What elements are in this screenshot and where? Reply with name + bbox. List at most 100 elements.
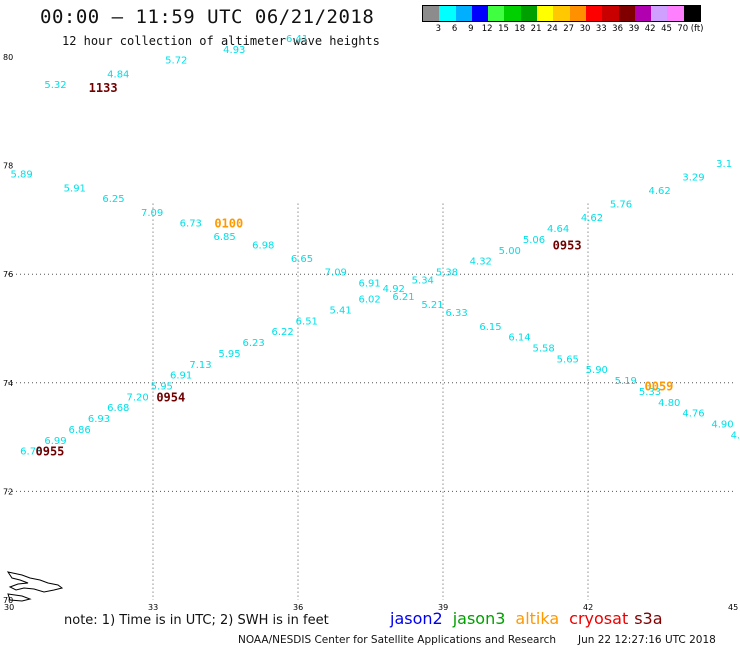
- satellite-legend-item: cryosat: [569, 609, 629, 628]
- color-scale-label: 30: [579, 24, 591, 34]
- wave-height-label: 6.25: [102, 194, 124, 205]
- pass-time-label: 0953: [553, 238, 582, 252]
- units-note: note: 1) Time is in UTC; 2) SWH is in fe…: [64, 613, 329, 628]
- wave-height-label: 4.80: [658, 398, 680, 409]
- color-scale-labels: 3 6 9 12 15 18 21 24 27 30 33 36 39 42 45 70 (ft): [422, 22, 704, 34]
- color-scale-label: 39: [628, 24, 640, 34]
- wave-height-label: 5.41: [330, 305, 352, 316]
- lat-tick-label: 74: [3, 379, 13, 388]
- wave-height-label: 4.93: [223, 45, 245, 56]
- color-scale-label: 36: [612, 24, 624, 34]
- color-scale-label: 6: [451, 24, 458, 34]
- coastline: [6, 571, 64, 602]
- wave-height-label: 6.99: [44, 436, 66, 447]
- page-title: 00:00 – 11:59 UTC 06/21/2018: [40, 6, 375, 28]
- wave-height-labels: 5.32 4.84 5.72 4.93 6.41 5.89 5.91 6.25 7.09 6.73…: [11, 34, 740, 458]
- wave-height-label: 4.32: [470, 257, 492, 268]
- color-swatch: [683, 6, 701, 21]
- color-scale-label: (ft): [690, 24, 704, 34]
- color-scale-label: 9: [468, 24, 474, 34]
- color-scale-label: 45: [661, 24, 672, 34]
- wave-height-label: 3.1: [716, 159, 732, 170]
- color-scale-label: 12: [481, 24, 493, 34]
- wave-height-label: 5.58: [533, 344, 555, 355]
- wave-height-label: 5.38: [436, 267, 458, 278]
- wave-height-label: 4.62: [581, 213, 603, 224]
- color-scale-label: 27: [563, 24, 575, 34]
- credit-source: NOAA/NESDIS Center for Satellite Applica…: [238, 634, 556, 646]
- pass-time-label: 1133: [89, 81, 118, 95]
- wave-height-label: 5.19: [615, 376, 637, 387]
- wave-height-label: 6.85: [214, 232, 236, 243]
- color-swatch: [651, 6, 668, 21]
- wave-height-label: 6.33: [446, 308, 468, 319]
- satellite-legend-item: jason3: [452, 609, 506, 628]
- wave-height-label: 6.86: [69, 425, 91, 436]
- color-scale-label: 42: [644, 24, 656, 34]
- pass-time-label: 0954: [156, 390, 185, 404]
- color-scale-label: 18: [514, 24, 526, 34]
- wave-height-label: 5.65: [557, 354, 579, 365]
- satellite-legend-item: jason2: [390, 609, 443, 628]
- color-swatch: [520, 6, 538, 21]
- credit-line: NOAA/NESDIS Center for Satellite Applica…: [238, 634, 738, 646]
- color-scale-legend: 3 6 9 12 15 18 21 24 27 30 33 36 39 42 45 70 (ft): [422, 5, 704, 34]
- color-swatch: [439, 6, 456, 21]
- wave-height-label: 5.91: [64, 183, 86, 194]
- coastline-island: [7, 593, 32, 602]
- wave-height-label: 3.29: [682, 172, 704, 183]
- pass-time-label: 0059: [645, 380, 674, 394]
- lat-tick-label: 70: [3, 596, 13, 605]
- wave-height-label: 5.34: [412, 276, 434, 287]
- wave-height-label: 5.95: [151, 382, 173, 393]
- lat-tick-label: 80: [3, 53, 13, 62]
- wave-height-label: 5.76: [610, 200, 632, 211]
- wave-height-label: 6.21: [392, 292, 414, 303]
- lon-tick-label: 42: [583, 603, 593, 612]
- lat-tick-label: 72: [3, 487, 13, 496]
- wave-height-label: 7.09: [325, 267, 347, 278]
- lon-tick-label: 39: [438, 603, 448, 612]
- wave-height-label: 4.: [731, 430, 740, 441]
- color-scale-label: 24: [546, 24, 558, 34]
- wave-height-label: 4.84: [107, 69, 129, 80]
- wave-height-label: 4.90: [711, 420, 733, 431]
- wave-height-label: 6.76: [20, 447, 42, 458]
- color-swatch: [537, 6, 554, 21]
- wave-height-label: 6.65: [291, 254, 313, 265]
- wave-height-label: 6.91: [170, 371, 192, 382]
- wave-height-label: 5.72: [165, 56, 187, 67]
- wave-height-label: 5.21: [421, 300, 443, 311]
- wave-height-label: 6.14: [508, 333, 530, 344]
- pass-time-label: 0955: [36, 445, 65, 459]
- color-scale-label: 3: [435, 24, 442, 34]
- lat-tick-label: 76: [3, 270, 13, 279]
- wave-height-label: 7.09: [141, 208, 163, 219]
- lon-tick-label: 33: [148, 603, 158, 612]
- color-scale-label: 21: [530, 24, 542, 34]
- color-swatch: [553, 6, 570, 21]
- pass-time-label: 0100: [214, 217, 243, 231]
- satellite-legend-item: s3a: [634, 609, 663, 628]
- color-swatch: [504, 6, 521, 21]
- wave-height-label: 6.91: [359, 278, 381, 289]
- page-subtitle: 12 hour collection of altimeter wave hei…: [62, 34, 380, 48]
- wave-height-label: 5.00: [499, 246, 521, 257]
- wave-height-label: 5.33: [639, 387, 661, 398]
- color-swatch: [667, 6, 684, 21]
- wave-height-label: 5.89: [11, 170, 33, 181]
- wave-height-label: 6.93: [88, 414, 110, 425]
- credit-timestamp: Jun 22 12:27:16 UTC 2018: [578, 634, 716, 646]
- wave-height-label: 6.02: [359, 295, 381, 306]
- wave-height-label: 6.68: [107, 403, 129, 414]
- wave-height-label: 5.06: [523, 235, 545, 246]
- map-grid: [8, 203, 733, 600]
- color-swatch: [423, 6, 440, 21]
- satellite-legend-item: altika: [515, 609, 560, 628]
- wave-height-label: 4.62: [649, 186, 671, 197]
- color-swatch: [618, 6, 635, 21]
- wave-height-label: 5.90: [586, 365, 608, 376]
- wave-height-label: 6.22: [272, 327, 294, 338]
